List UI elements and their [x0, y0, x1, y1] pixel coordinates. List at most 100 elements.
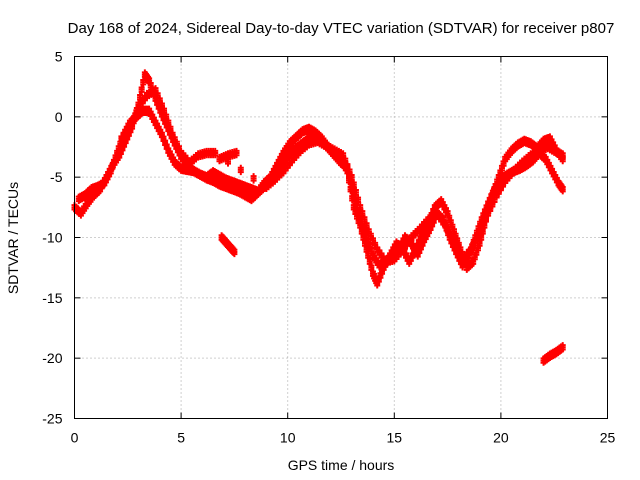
data-point — [559, 154, 566, 161]
data-point — [409, 254, 416, 261]
data-point — [480, 221, 487, 228]
data-point — [348, 176, 355, 183]
data-point — [497, 187, 504, 194]
data-point — [106, 173, 113, 180]
data-point — [139, 100, 146, 107]
plot-frame — [74, 56, 608, 419]
data-point — [126, 128, 133, 135]
data-point — [478, 236, 485, 243]
data-point — [131, 117, 138, 124]
data-point — [399, 248, 406, 255]
data-point — [470, 260, 477, 267]
data-point — [500, 183, 507, 190]
data-point — [471, 256, 478, 263]
data-point — [124, 136, 131, 143]
data-point — [109, 165, 116, 172]
data-point — [485, 212, 492, 219]
data-point — [237, 169, 244, 176]
data-point — [429, 223, 436, 230]
data-point — [250, 177, 257, 184]
x-axis-label: GPS time / hours — [288, 457, 395, 473]
data-point — [472, 239, 479, 246]
data-point — [374, 282, 381, 289]
data-point — [473, 251, 480, 258]
data-point — [430, 219, 437, 226]
data-point — [355, 198, 362, 205]
data-point — [231, 251, 238, 258]
x-tick-label: 25 — [600, 430, 616, 446]
data-point — [417, 246, 424, 253]
data-point — [498, 167, 505, 174]
data-point — [101, 182, 108, 189]
y-tick-label: -20 — [42, 350, 62, 366]
data-point — [377, 274, 384, 281]
data-point — [488, 195, 495, 202]
data-point — [352, 191, 359, 198]
data-point — [406, 239, 413, 246]
data-point — [401, 245, 408, 252]
data-point — [135, 106, 142, 113]
y-tick-label: 0 — [55, 109, 63, 125]
data-point — [138, 88, 145, 95]
data-point — [137, 103, 144, 110]
x-tick-label: 15 — [387, 430, 403, 446]
data-point — [122, 140, 129, 147]
data-point — [478, 226, 485, 233]
data-point — [379, 270, 386, 277]
data-point — [495, 190, 502, 197]
data-point — [117, 143, 124, 150]
data-point — [425, 230, 432, 237]
y-axis-label: SDTVAR / TECUs — [5, 182, 21, 294]
data-point — [422, 236, 429, 243]
data-point — [233, 152, 240, 159]
x-tick-label: 5 — [177, 430, 185, 446]
data-point — [559, 188, 566, 195]
data-point — [380, 266, 387, 273]
series-segment-e — [218, 232, 238, 258]
data-point — [493, 194, 500, 201]
data-point — [133, 111, 140, 118]
data-point — [375, 278, 382, 285]
data-point — [474, 235, 481, 242]
axis-ticks: 0 5 10 15 20 25 5 0 -5 -10 -15 -20 -25 — [42, 49, 615, 446]
data-point — [107, 170, 114, 177]
y-tick-label: -5 — [50, 169, 63, 185]
data-point — [114, 152, 121, 159]
data-point — [406, 260, 413, 267]
series-track-b — [75, 105, 566, 271]
data-point — [482, 217, 489, 224]
data-point — [110, 161, 117, 168]
series-segment-f — [540, 342, 566, 366]
data-point — [421, 239, 428, 246]
data-point — [404, 242, 411, 249]
data-point — [491, 198, 498, 205]
data-point — [115, 147, 122, 154]
data-point — [140, 81, 147, 88]
data-point — [424, 233, 431, 240]
data-point — [427, 227, 434, 234]
data-point — [212, 152, 219, 159]
data-point — [476, 242, 483, 249]
data-point — [476, 230, 483, 237]
chart-title: Day 168 of 2024, Sidereal Day-to-day VTE… — [68, 20, 615, 37]
series-segment-d — [216, 147, 240, 165]
data-point — [104, 176, 111, 183]
data-point — [489, 203, 496, 210]
data-point — [559, 346, 566, 353]
x-tick-label: 20 — [493, 430, 509, 446]
data-points — [71, 69, 566, 366]
data-point — [129, 122, 136, 129]
data-point — [474, 247, 481, 254]
data-point — [487, 208, 494, 215]
data-point — [419, 242, 426, 249]
data-point — [416, 249, 423, 256]
data-point — [141, 97, 148, 104]
y-tick-label: 5 — [55, 49, 63, 65]
series-track-c — [118, 85, 566, 267]
data-point — [468, 248, 475, 255]
y-tick-label: -10 — [42, 230, 62, 246]
data-point — [500, 162, 507, 169]
data-point — [414, 253, 421, 260]
y-tick-label: -25 — [42, 411, 62, 427]
data-point — [350, 183, 357, 190]
